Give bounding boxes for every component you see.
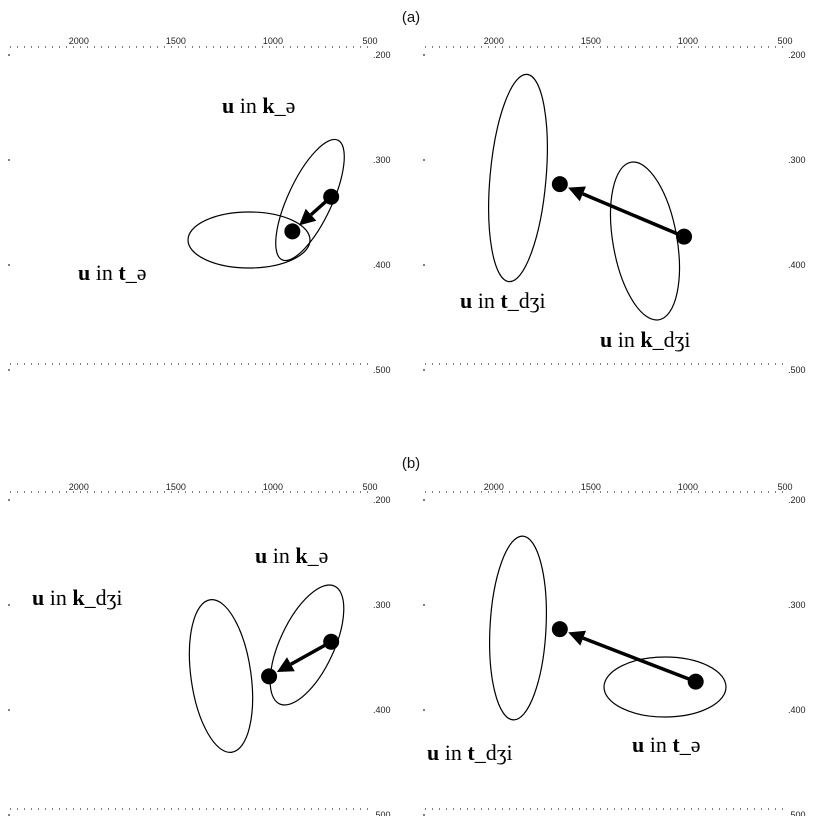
vowel-label-consonant: t xyxy=(467,740,475,765)
vowel-label: u in t_ə xyxy=(78,260,146,285)
vowel-label: u in t_dʒi xyxy=(460,288,546,313)
vowel-label-vowel: u xyxy=(460,288,472,313)
vowel-label-vowel: u xyxy=(78,260,90,285)
distribution-ellipse xyxy=(603,656,727,718)
vowel-label-vowel: u xyxy=(255,543,267,568)
vowel-label: u in k_dʒi xyxy=(32,585,123,610)
vowel-label-consonant: t xyxy=(672,732,680,757)
y-tick-label: .400 xyxy=(788,705,806,715)
mean-point xyxy=(551,176,568,193)
shift-arrow-line xyxy=(309,195,333,217)
vowel-label: u in t_ə xyxy=(632,732,700,757)
vowel-label-in: in xyxy=(439,740,467,765)
shift-arrow-line xyxy=(582,192,685,239)
panel-label-b: (b) xyxy=(402,455,420,472)
vowel-label-in: in xyxy=(644,732,672,757)
x-tick-label: 1000 xyxy=(678,36,698,46)
x-tick-label: 2000 xyxy=(69,482,89,492)
y-tick-label: .500 xyxy=(788,365,806,375)
vowel-label-vowel: u xyxy=(32,585,44,610)
vowel-label: u in k_dʒi xyxy=(600,327,691,352)
vowel-label-vowel: u xyxy=(427,740,439,765)
x-tick-label: 2000 xyxy=(69,36,89,46)
y-tick-label: .500 xyxy=(373,810,391,816)
distribution-ellipse xyxy=(188,599,254,753)
x-tick-label: 1000 xyxy=(678,482,698,492)
y-tick-label: .200 xyxy=(373,495,391,505)
y-tick-label: .200 xyxy=(788,495,806,505)
vowel-label-vowel: u xyxy=(632,732,644,757)
y-tick-label: .500 xyxy=(788,810,806,816)
vowel-label-consonant: k xyxy=(262,93,275,118)
x-tick-label: 2000 xyxy=(484,482,504,492)
shift-arrow-head xyxy=(299,208,317,226)
vowel-label-context: _ə xyxy=(679,732,701,757)
vowel-label: u in t_dʒi xyxy=(427,740,513,765)
vowel-label-vowel: u xyxy=(222,93,234,118)
vowel-label-in: in xyxy=(44,585,72,610)
y-tick-label: .300 xyxy=(788,600,806,610)
shift-arrow-line xyxy=(290,640,333,666)
vowel-label-context: _dʒi xyxy=(507,288,546,313)
x-tick-label: 1500 xyxy=(166,36,186,46)
vowel-label-context: _ə xyxy=(125,260,147,285)
vowel-label-in: in xyxy=(90,260,118,285)
mean-point xyxy=(551,621,568,638)
vowel-label: u in k_ə xyxy=(255,543,328,568)
vowel-label-consonant: k xyxy=(295,543,308,568)
vowel-label-in: in xyxy=(234,93,262,118)
vowel-label-consonant: t xyxy=(500,288,508,313)
vowel-label-in: in xyxy=(267,543,295,568)
y-tick-label: .300 xyxy=(373,600,391,610)
vowel-label-vowel: u xyxy=(600,327,612,352)
y-tick-label: .200 xyxy=(788,50,806,60)
mean-point xyxy=(284,223,301,240)
distribution-ellipse xyxy=(489,535,547,721)
x-tick-label: 500 xyxy=(362,482,377,492)
x-tick-label: 1500 xyxy=(581,36,601,46)
y-tick-label: .400 xyxy=(373,260,391,270)
x-tick-label: 500 xyxy=(777,482,792,492)
y-tick-label: .400 xyxy=(373,705,391,715)
x-tick-label: 1500 xyxy=(166,482,186,492)
x-tick-label: 1000 xyxy=(263,36,283,46)
distribution-ellipse xyxy=(609,161,681,321)
y-tick-label: .300 xyxy=(373,155,391,165)
shift-arrow-head xyxy=(568,186,586,202)
y-tick-label: .300 xyxy=(788,155,806,165)
distribution-ellipse xyxy=(275,138,345,262)
shift-arrow-head xyxy=(276,657,295,673)
vowel-label-in: in xyxy=(612,327,640,352)
vowel-label: u in k_ə xyxy=(222,93,295,118)
mean-point xyxy=(261,668,278,685)
panel-label-a: (a) xyxy=(402,9,420,26)
x-tick-label: 2000 xyxy=(484,36,504,46)
vowel-label-consonant: k xyxy=(640,327,653,352)
vowel-label-context: _dʒi xyxy=(652,327,691,352)
vowel-label-context: _dʒi xyxy=(474,740,513,765)
distribution-ellipse xyxy=(187,211,311,269)
vowel-label-context: _ə xyxy=(307,543,329,568)
distribution-ellipse xyxy=(269,584,345,706)
x-tick-label: 500 xyxy=(777,36,792,46)
x-tick-label: 500 xyxy=(362,36,377,46)
y-tick-label: .400 xyxy=(788,260,806,270)
vowel-label-consonant: t xyxy=(118,260,126,285)
vowel-label-context: _dʒi xyxy=(84,585,123,610)
y-tick-label: .500 xyxy=(373,365,391,375)
distribution-ellipse xyxy=(488,73,548,283)
y-tick-label: .200 xyxy=(373,50,391,60)
vowel-label-in: in xyxy=(472,288,500,313)
vowel-label-context: _ə xyxy=(274,93,296,118)
x-tick-label: 1500 xyxy=(581,482,601,492)
vowel-label-consonant: k xyxy=(72,585,85,610)
shift-arrow-head xyxy=(568,630,587,646)
x-tick-label: 1000 xyxy=(263,482,283,492)
shift-arrow-line xyxy=(582,636,697,684)
